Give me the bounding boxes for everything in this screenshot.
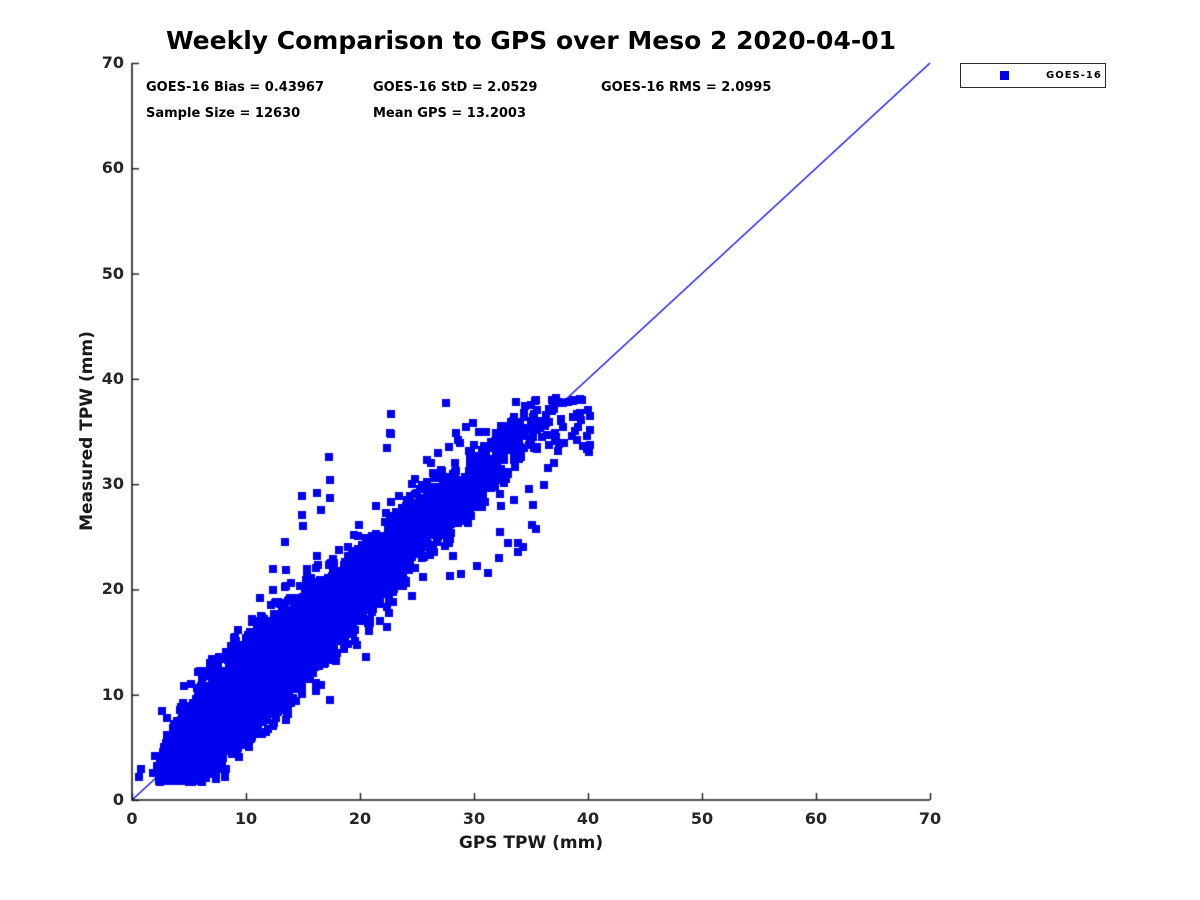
x-tick-label: 50 (690, 809, 714, 828)
x-tick-label: 60 (804, 809, 828, 828)
y-tick-label: 50 (101, 263, 124, 283)
y-tick-label: 0 (112, 790, 124, 809)
stats-std: GOES-16 StD = 2.0529 (373, 80, 538, 95)
y-tick-label: 20 (101, 579, 124, 599)
x-tick-label: 20 (348, 809, 372, 828)
stats-sample-size: Sample Size = 12630 (146, 106, 301, 121)
stats-mean-gps: Mean GPS = 13.2003 (373, 106, 527, 121)
y-tick-label: 10 (101, 684, 124, 704)
legend: GOES-16 (960, 63, 1106, 88)
x-tick-label: 30 (462, 809, 486, 828)
y-tick-label: 30 (101, 474, 124, 494)
y-axis-label: Measured TPW (mm) (77, 331, 97, 531)
stats-rms: GOES-16 RMS = 2.0995 (601, 80, 772, 95)
x-tick-label: 40 (576, 809, 600, 828)
legend-square-marker-icon (1000, 71, 1009, 80)
x-axis-label: GPS TPW (mm) (458, 833, 604, 853)
x-tick-label: 10 (234, 809, 258, 828)
chart-title: Weekly Comparison to GPS over Meso 2 202… (165, 26, 897, 55)
stats-bias: GOES-16 Bias = 0.43967 (146, 80, 325, 95)
legend-label: GOES-16 (1046, 70, 1102, 81)
x-tick-label: 0 (126, 809, 138, 828)
y-tick-label: 40 (101, 368, 124, 388)
x-tick-label: 70 (918, 809, 942, 828)
y-tick-label: 70 (101, 53, 124, 72)
y-tick-label: 60 (101, 158, 124, 178)
